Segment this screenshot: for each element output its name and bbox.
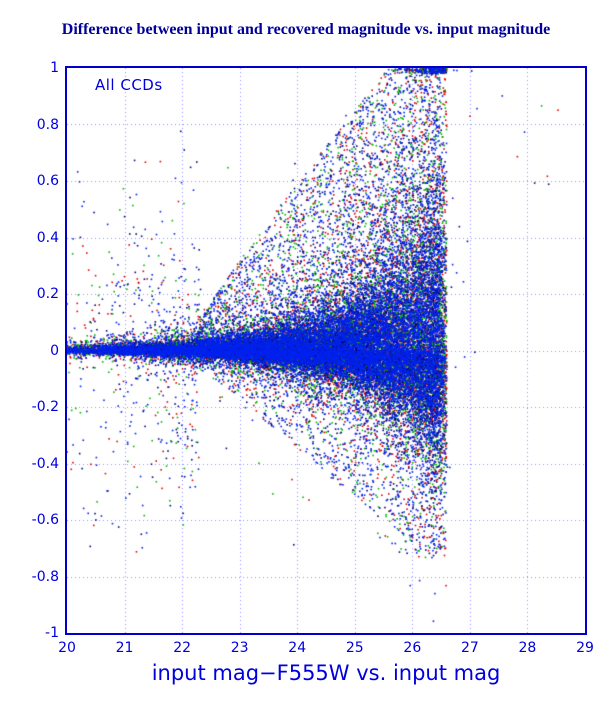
- x-tick-label: 25: [345, 640, 364, 656]
- x-tick-label: 29: [576, 640, 594, 656]
- y-tick-label: -0.8: [31, 568, 59, 585]
- y-tick-label: 0: [50, 342, 59, 359]
- y-tick-label: 0.6: [36, 173, 59, 189]
- x-tick-label: 27: [460, 640, 479, 656]
- y-tick-label: -0.6: [31, 512, 59, 528]
- y-tick-label: -1: [45, 625, 59, 641]
- y-tick-label: -0.4: [31, 455, 59, 472]
- y-tick-label: -0.2: [31, 399, 59, 415]
- y-tick-label: 1: [50, 60, 59, 76]
- plot-frame: [65, 66, 587, 635]
- x-tick-label: 26: [403, 640, 422, 656]
- page-title: Difference between input and recovered m…: [61, 21, 551, 38]
- x-tick-label: 23: [230, 640, 249, 656]
- x-axis-label: input mag−F555W vs. input mag: [151, 661, 501, 685]
- x-tick-label: 21: [115, 640, 134, 656]
- y-tick-label: 0.4: [36, 229, 59, 246]
- x-tick-label: 22: [173, 640, 192, 656]
- scatter-canvas: [67, 68, 585, 633]
- ccd-annotation: All CCDs: [95, 76, 163, 94]
- x-tick-label: 24: [288, 640, 307, 656]
- y-tick-label: 0.8: [36, 116, 59, 133]
- y-tick-label: 0.2: [36, 286, 59, 302]
- x-tick-label: 28: [518, 640, 537, 656]
- x-tick-label: 20: [58, 640, 76, 656]
